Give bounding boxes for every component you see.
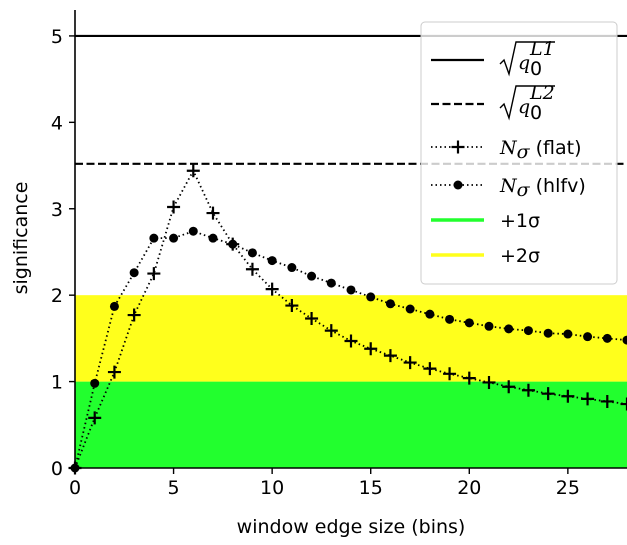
data-point-hlfv — [149, 233, 159, 243]
data-point-hlfv — [504, 324, 514, 334]
data-point-flat — [502, 380, 516, 394]
data-point-flat — [462, 371, 476, 385]
data-point-hlfv — [346, 285, 356, 295]
data-point-hlfv — [287, 263, 297, 273]
data-point-flat — [88, 411, 102, 425]
y-tick-label: 2 — [51, 285, 63, 307]
data-point-flat — [305, 312, 319, 326]
data-point-hlfv — [523, 326, 533, 336]
x-tick-label: 0 — [69, 477, 81, 499]
data-point-hlfv — [307, 271, 317, 281]
data-point-flat — [620, 397, 627, 411]
data-point-flat — [167, 200, 181, 214]
data-point-hlfv — [385, 299, 395, 309]
x-tick-label: 25 — [556, 477, 580, 499]
y-tick-label: 0 — [51, 458, 63, 480]
data-point-flat — [206, 206, 220, 220]
sigma-band-1 — [75, 381, 627, 468]
legend-l2-sup: L2 — [529, 82, 555, 104]
ticks-layer: 0 5 10 15 20 25 0 1 2 3 4 5 — [51, 26, 580, 499]
y-tick-label: 3 — [51, 199, 63, 221]
axes-layer — [74, 10, 627, 469]
x-tick-label: 5 — [168, 477, 180, 499]
sqrt-sign-l1-icon — [499, 41, 555, 77]
data-point-hlfv — [425, 309, 435, 319]
x-tick-label: 20 — [457, 477, 481, 499]
bands-layer — [75, 295, 627, 468]
data-point-flat — [186, 164, 200, 178]
legend-label-sigma2: +2σ — [500, 245, 540, 267]
data-point-hlfv — [563, 329, 573, 339]
series-layer — [68, 164, 627, 475]
x-axis-title: window edge size (bins) — [237, 516, 466, 538]
data-point-hlfv — [543, 328, 553, 338]
data-point-flat — [403, 356, 417, 370]
data-point-hlfv — [405, 304, 415, 314]
legend-l2-sub: 0 — [530, 102, 542, 124]
data-point-hlfv — [247, 248, 257, 258]
legend-l1-base: q — [518, 52, 530, 74]
data-point-hlfv — [90, 378, 100, 388]
data-point-flat — [581, 392, 595, 406]
data-point-flat — [107, 365, 121, 379]
legend-l1-sup: L1 — [529, 38, 555, 60]
y-tick-label: 1 — [51, 372, 63, 394]
x-tick-label: 15 — [359, 477, 383, 499]
data-point-flat — [245, 262, 259, 276]
data-point-flat — [383, 349, 397, 363]
data-point-flat — [285, 299, 299, 313]
data-point-hlfv — [484, 321, 494, 331]
data-point-flat — [482, 375, 496, 389]
data-point-flat — [561, 389, 575, 403]
legend-label-hlfv: Nσ (hlfv) — [499, 175, 586, 201]
dot-marker-icon — [453, 180, 463, 190]
data-point-flat — [127, 308, 141, 322]
data-point-hlfv — [602, 333, 612, 343]
x-tick-label: 10 — [260, 477, 284, 499]
data-point-hlfv — [622, 335, 627, 345]
data-point-flat — [324, 324, 338, 338]
data-point-flat — [600, 394, 614, 408]
data-point-flat — [364, 342, 378, 356]
y-tick-label: 5 — [51, 26, 63, 48]
data-point-hlfv — [228, 239, 238, 249]
sqrt-sign-l2-icon — [499, 85, 555, 121]
data-point-hlfv — [445, 314, 455, 324]
y-tick-label: 4 — [51, 112, 63, 134]
data-point-hlfv — [188, 226, 198, 236]
legend: q 0 L1 q 0 L2 Nσ (flat) Nσ (hlfv) +1σ +2… — [420, 21, 618, 285]
data-point-hlfv — [267, 256, 277, 266]
data-point-hlfv — [208, 233, 218, 243]
data-point-flat — [265, 282, 279, 296]
legend-l1-sub: 0 — [530, 58, 542, 80]
data-point-flat — [147, 267, 161, 281]
legend-label-flat: Nσ (flat) — [499, 137, 582, 163]
data-point-flat — [344, 334, 358, 348]
data-point-hlfv — [129, 268, 139, 278]
legend-l2-base: q — [518, 96, 530, 118]
data-point-flat — [541, 387, 555, 401]
data-point-hlfv — [326, 278, 336, 288]
data-point-hlfv — [464, 318, 474, 328]
data-point-flat — [423, 362, 437, 376]
y-axis-title: significance — [10, 182, 32, 295]
data-point-hlfv — [583, 332, 593, 342]
plus-marker-icon — [451, 140, 465, 154]
data-point-hlfv — [169, 233, 179, 243]
data-point-flat — [443, 367, 457, 381]
legend-label-l1: q 0 L1 — [499, 38, 555, 80]
legend-label-sigma1: +1σ — [500, 210, 540, 232]
data-point-hlfv — [366, 292, 376, 302]
data-point-hlfv — [109, 301, 119, 311]
legend-label-l2: q 0 L2 — [499, 82, 555, 124]
data-point-flat — [521, 383, 535, 397]
